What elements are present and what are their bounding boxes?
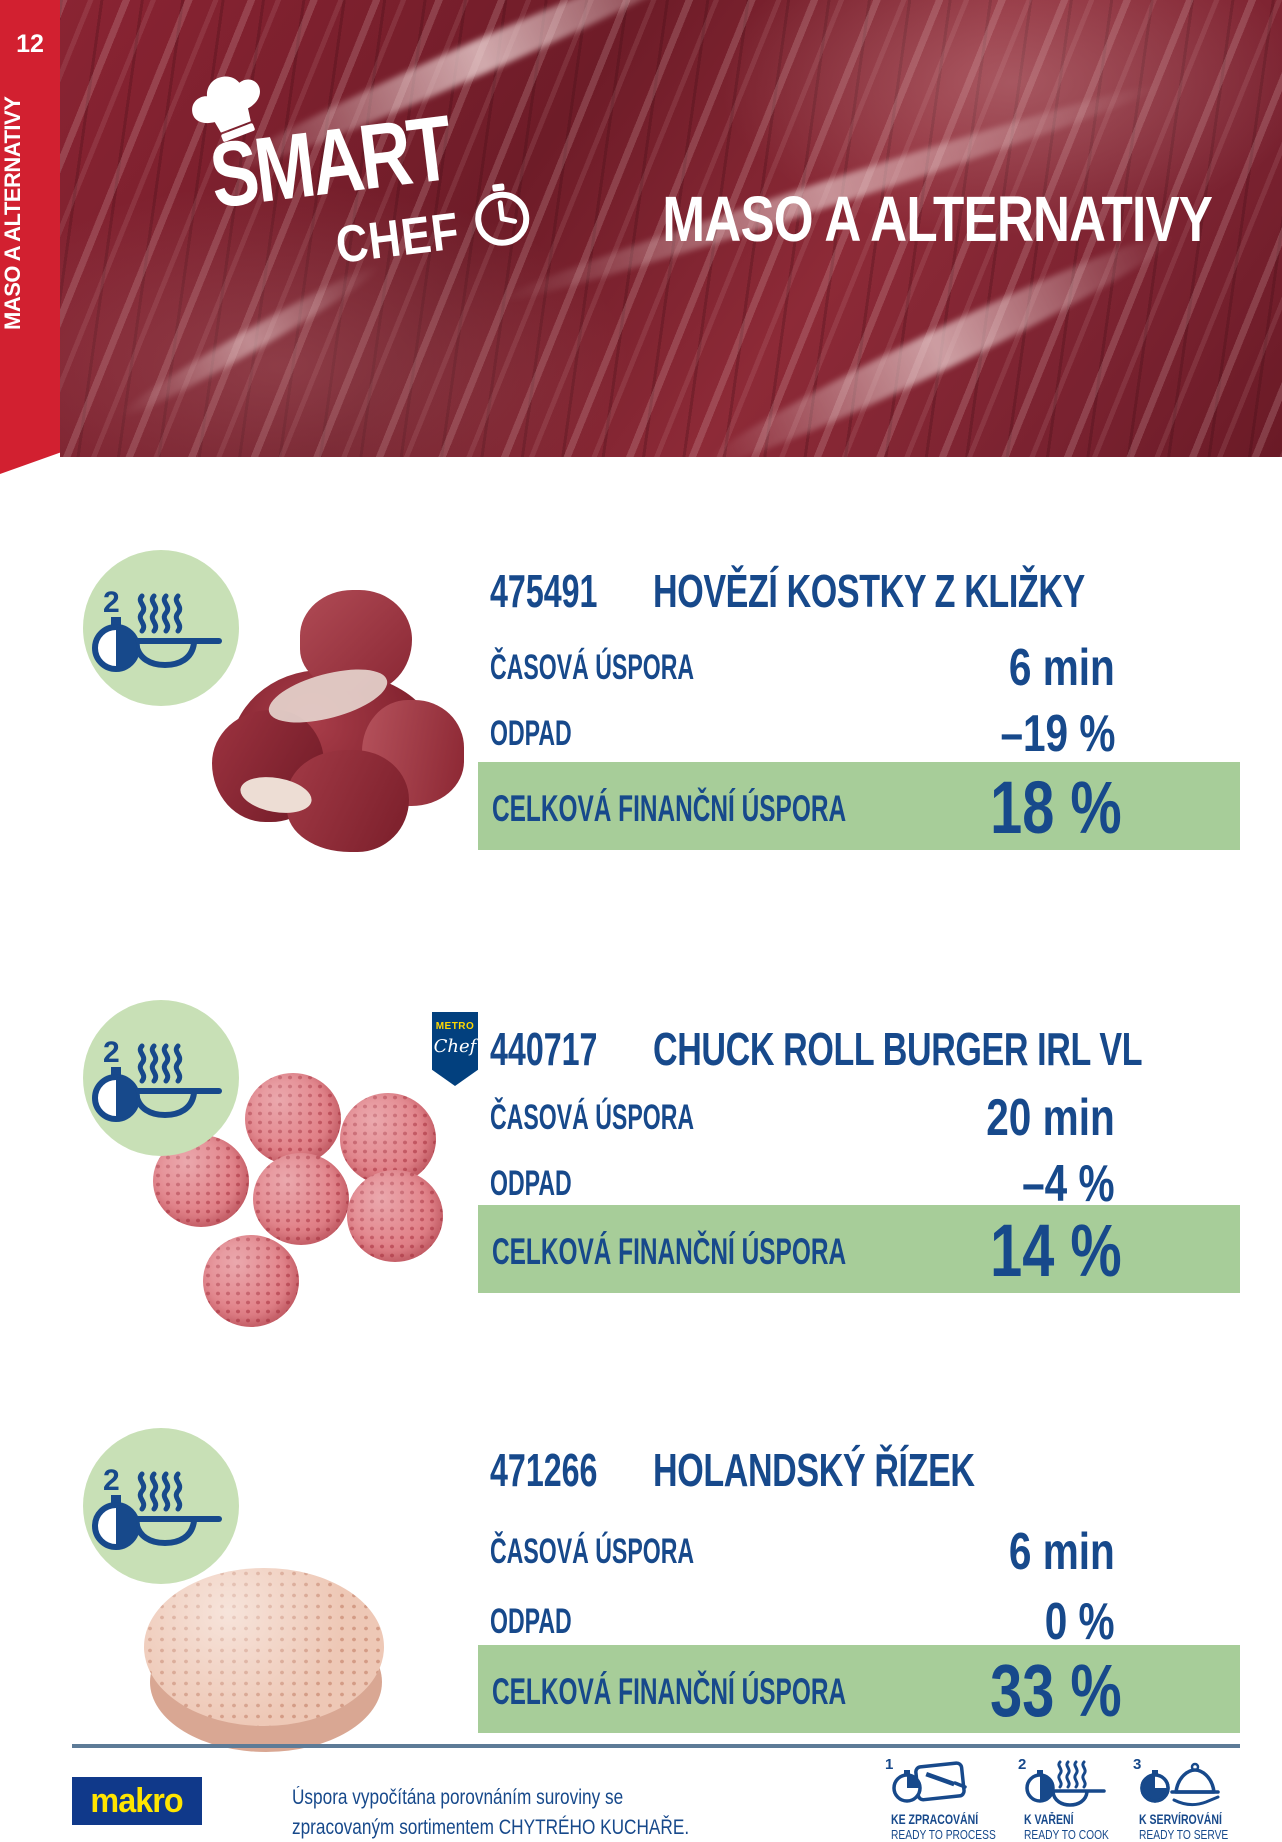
product-title: 440717 CHUCK ROLL BURGER IRL VL (490, 1022, 1250, 1076)
total-saving-value: 14 % (990, 1209, 1122, 1292)
product-photo-schnitzel (140, 1550, 395, 1765)
metro-chef-badge: METRO Chef (432, 1012, 478, 1086)
product-code: 471266 (490, 1444, 598, 1496)
step-number: 2 (103, 1036, 120, 1069)
total-saving-label: CELKOVÁ FINANČNÍ ÚSPORA (492, 788, 847, 829)
legend-label-en: READY TO PROCESS (891, 1828, 996, 1842)
legend-item-cook: 2 K VAŘENÍ READY TO COOK (1018, 1756, 1150, 1842)
step-number: 2 (103, 586, 120, 619)
product-code: 440717 (490, 1023, 598, 1075)
legend-label: KE ZPRACOVÁNÍ (891, 1812, 979, 1827)
chef-script-text: Chef (433, 1036, 477, 1057)
spine-section-label: MASO A ALTERNATIVY (0, 96, 25, 330)
product-name: CHUCK ROLL BURGER IRL VL (653, 1023, 1143, 1075)
patty (347, 1170, 443, 1262)
patty (153, 1135, 249, 1227)
row-label: ČASOVÁ ÚSPORA (490, 1098, 695, 1137)
row-label: ODPAD (490, 1164, 572, 1203)
row-label: ODPAD (490, 1602, 572, 1641)
cloche-hand-timer-icon (1140, 1762, 1220, 1807)
row-value: 20 min (986, 1089, 1115, 1147)
product-photo-beef-cubes (212, 582, 474, 858)
footer-divider (72, 1744, 1240, 1748)
row-value: 6 min (1009, 639, 1115, 697)
legend-number: 3 (1133, 1756, 1142, 1773)
total-saving-label: CELKOVÁ FINANČNÍ ÚSPORA (492, 1671, 847, 1712)
waste-row: ODPAD –19 % (490, 704, 1240, 763)
legend-item-process: 1 KE ZPRACOVÁNÍ READY TO PROCESS (885, 1756, 1017, 1842)
patty (203, 1235, 299, 1327)
cook-step-badge: 2 (83, 1428, 239, 1584)
patty (340, 1093, 436, 1185)
legend-label-en: READY TO SERVE (1139, 1828, 1229, 1842)
total-saving-value: 18 % (990, 766, 1122, 849)
pan-steam-timer-icon (1025, 1760, 1106, 1807)
disclaimer-text: Úspora vypočítána porovnáním suroviny se… (292, 1783, 689, 1842)
chef-hat-icon (192, 76, 260, 142)
red-spine: 12 MASO A ALTERNATIVY (0, 0, 60, 474)
page-number: 12 (16, 30, 44, 58)
step-number: 2 (103, 1464, 120, 1497)
disclaimer-line-2: zpracovaným sortimentem CHYTRÉHO KUCHAŘE… (292, 1816, 690, 1839)
total-saving-band: CELKOVÁ FINANČNÍ ÚSPORA 14 % (478, 1205, 1240, 1293)
metro-logo-text: METRO (435, 1021, 475, 1032)
cook-step-badge: 2 (83, 1000, 239, 1156)
product-name: HOVĚZÍ KOSTKY Z KLIŽKY (653, 565, 1085, 617)
legend-label-en: READY TO COOK (1024, 1828, 1109, 1842)
makro-logo-text: makro (90, 1781, 184, 1820)
product-photo-burger-patties (95, 1055, 443, 1340)
patty (253, 1153, 349, 1245)
row-value: 6 min (1009, 1523, 1115, 1581)
waste-row: ODPAD 0 % (490, 1592, 1240, 1651)
banner-meat-photo: SMART CHEF MASO A ALTERNATIVY (60, 0, 1282, 457)
total-saving-value: 33 % (990, 1649, 1122, 1732)
pan-steam-timer-icon (92, 593, 222, 672)
disclaimer-line-1: Úspora vypočítána porovnáním suroviny se (292, 1786, 624, 1809)
cook-step-badge: 2 (83, 550, 239, 706)
time-saving-row: ČASOVÁ ÚSPORA 6 min (490, 1522, 1240, 1581)
banner-title: MASO A ALTERNATIVY (662, 183, 1213, 255)
legend-label: K SERVÍROVÁNÍ (1139, 1812, 1222, 1827)
cutting-board-knife-timer-icon (892, 1761, 967, 1803)
makro-logo: makro (72, 1777, 202, 1825)
row-value: –4 % (1022, 1155, 1115, 1213)
pan-steam-timer-icon (92, 1043, 222, 1122)
product-name: HOLANDSKÝ ŘÍZEK (653, 1444, 975, 1496)
clock-icon (475, 183, 530, 246)
legend-label: K VAŘENÍ (1024, 1812, 1074, 1827)
legend-number: 2 (1018, 1756, 1027, 1773)
total-saving-band: CELKOVÁ FINANČNÍ ÚSPORA 33 % (478, 1645, 1240, 1733)
row-value: –19 % (999, 705, 1115, 763)
row-label: ODPAD (490, 714, 572, 753)
product-title: 471266 HOLANDSKÝ ŘÍZEK (490, 1443, 1250, 1497)
schnitzel-top (144, 1568, 384, 1726)
total-saving-band: CELKOVÁ FINANČNÍ ÚSPORA 18 % (478, 762, 1240, 850)
product-code: 475491 (490, 565, 598, 617)
smart-chef-logo: SMART CHEF (157, 41, 542, 313)
total-saving-label: CELKOVÁ FINANČNÍ ÚSPORA (492, 1231, 847, 1272)
product-title: 475491 HOVĚZÍ KOSTKY Z KLIŽKY (490, 564, 1250, 618)
patty (245, 1073, 341, 1165)
row-label: ČASOVÁ ÚSPORA (490, 1532, 695, 1571)
time-saving-row: ČASOVÁ ÚSPORA 6 min (490, 638, 1240, 697)
row-value: 0 % (1045, 1593, 1115, 1651)
pan-steam-timer-icon (92, 1471, 222, 1550)
waste-row: ODPAD –4 % (490, 1154, 1240, 1213)
time-saving-row: ČASOVÁ ÚSPORA 20 min (490, 1088, 1240, 1147)
legend-number: 1 (885, 1756, 894, 1773)
row-label: ČASOVÁ ÚSPORA (490, 648, 695, 687)
legend-item-serve: 3 K SERVÍROVÁNÍ READY TO SERVE (1133, 1756, 1265, 1842)
